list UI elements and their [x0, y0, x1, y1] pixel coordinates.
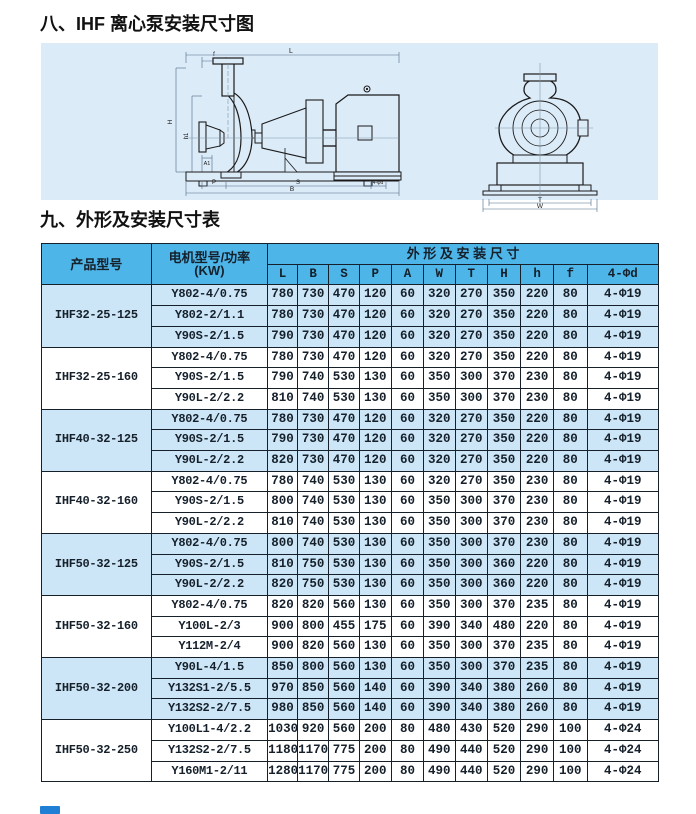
- svg-text:W: W: [537, 203, 544, 210]
